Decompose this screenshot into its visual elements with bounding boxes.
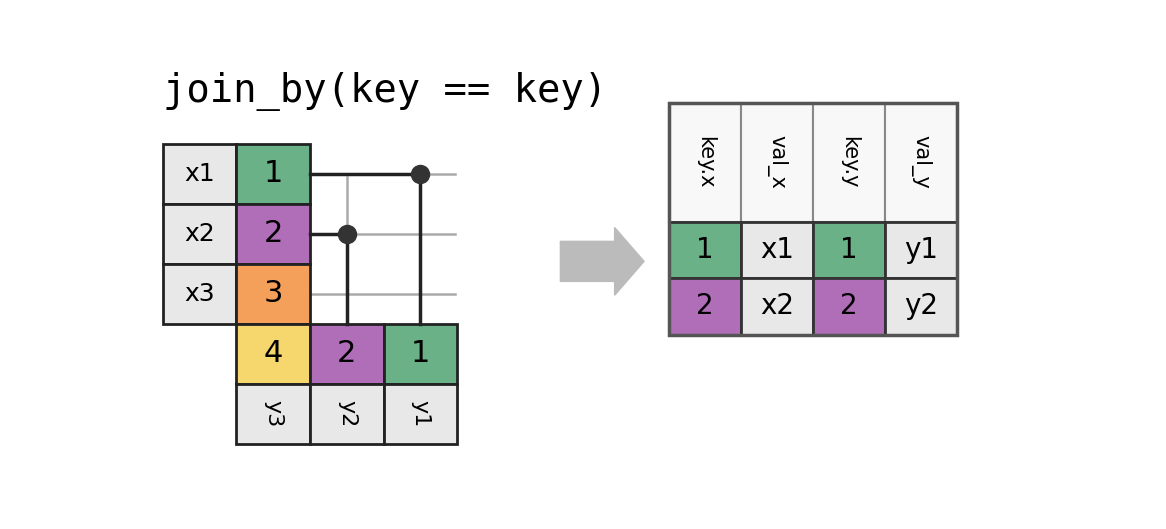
Text: key.x: key.x — [695, 136, 715, 189]
FancyBboxPatch shape — [163, 143, 237, 204]
Text: val_y: val_y — [911, 135, 932, 189]
FancyBboxPatch shape — [740, 103, 813, 222]
Text: x2: x2 — [184, 222, 215, 245]
Text: x1: x1 — [760, 236, 794, 264]
FancyBboxPatch shape — [813, 278, 885, 334]
FancyBboxPatch shape — [813, 222, 885, 278]
FancyBboxPatch shape — [237, 324, 310, 384]
FancyBboxPatch shape — [384, 384, 457, 444]
FancyBboxPatch shape — [163, 263, 237, 324]
FancyBboxPatch shape — [669, 103, 740, 222]
Text: 1: 1 — [696, 236, 714, 264]
Text: y2: y2 — [904, 293, 939, 321]
FancyBboxPatch shape — [163, 204, 237, 263]
FancyBboxPatch shape — [310, 324, 384, 384]
FancyArrow shape — [561, 227, 644, 295]
Text: 1: 1 — [410, 339, 430, 368]
FancyBboxPatch shape — [885, 222, 957, 278]
FancyBboxPatch shape — [237, 384, 310, 444]
FancyBboxPatch shape — [669, 278, 740, 334]
Text: 2: 2 — [841, 293, 858, 321]
Text: 4: 4 — [264, 339, 283, 368]
FancyBboxPatch shape — [237, 143, 310, 204]
FancyBboxPatch shape — [885, 103, 957, 222]
Text: 2: 2 — [264, 219, 283, 248]
FancyBboxPatch shape — [740, 222, 813, 278]
Text: x2: x2 — [760, 293, 794, 321]
Text: join_by(key == key): join_by(key == key) — [163, 72, 607, 111]
Text: 1: 1 — [264, 159, 283, 188]
Text: 3: 3 — [264, 279, 283, 308]
Text: y1: y1 — [904, 236, 939, 264]
FancyBboxPatch shape — [237, 263, 310, 324]
FancyBboxPatch shape — [740, 278, 813, 334]
Text: val_x: val_x — [766, 135, 787, 189]
FancyBboxPatch shape — [669, 222, 740, 278]
Text: y3: y3 — [264, 400, 283, 427]
Text: 2: 2 — [337, 339, 357, 368]
Text: 1: 1 — [841, 236, 858, 264]
Text: x1: x1 — [184, 161, 215, 186]
Text: key.y: key.y — [840, 136, 859, 189]
Text: x3: x3 — [184, 282, 215, 306]
FancyBboxPatch shape — [885, 278, 957, 334]
FancyBboxPatch shape — [813, 103, 885, 222]
Text: y2: y2 — [337, 400, 357, 427]
Text: y1: y1 — [410, 400, 430, 427]
FancyBboxPatch shape — [310, 384, 384, 444]
FancyBboxPatch shape — [237, 204, 310, 263]
FancyBboxPatch shape — [384, 324, 457, 384]
Text: 2: 2 — [696, 293, 714, 321]
